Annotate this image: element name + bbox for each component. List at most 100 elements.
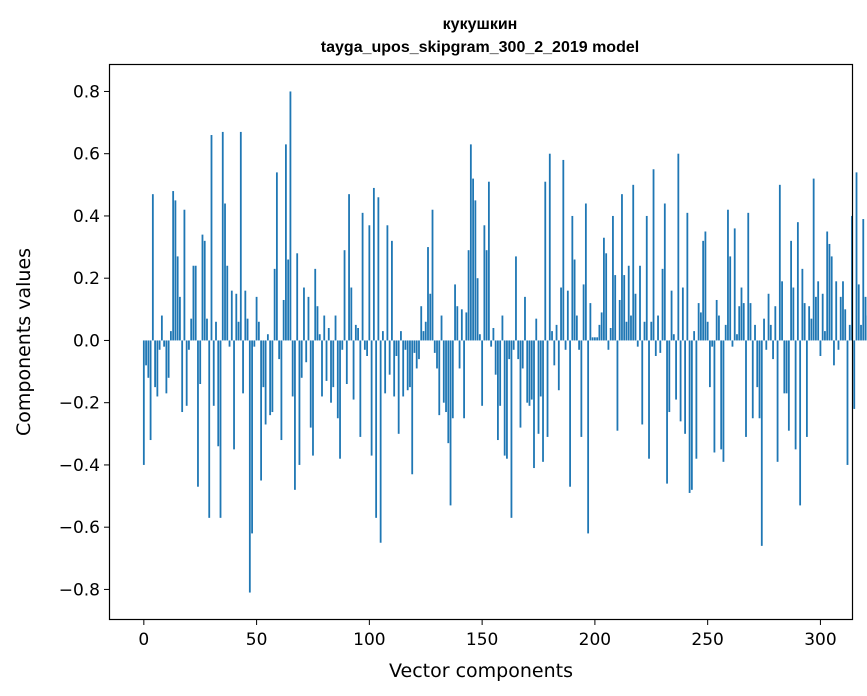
bar xyxy=(844,309,847,341)
bar xyxy=(506,340,508,459)
bar xyxy=(794,340,797,450)
bar xyxy=(677,153,680,341)
bar xyxy=(316,306,319,341)
bar xyxy=(512,340,515,350)
bar xyxy=(424,321,427,341)
bar xyxy=(519,340,522,428)
bar xyxy=(636,340,639,347)
bar xyxy=(787,340,790,431)
bar xyxy=(772,340,774,360)
bar xyxy=(217,340,220,447)
bar xyxy=(765,340,768,350)
bar xyxy=(614,275,617,341)
bar xyxy=(618,299,621,341)
bar xyxy=(681,287,684,341)
bar xyxy=(282,299,285,341)
bar xyxy=(158,340,161,350)
bar xyxy=(447,340,450,444)
bar xyxy=(305,340,308,363)
bar xyxy=(842,281,844,341)
bar xyxy=(183,209,186,341)
bar xyxy=(639,265,641,341)
bar xyxy=(289,91,292,341)
bar xyxy=(589,303,592,341)
bar xyxy=(544,181,547,341)
bar xyxy=(294,340,296,490)
bar xyxy=(799,340,802,506)
bar xyxy=(438,340,441,416)
bar xyxy=(151,194,154,341)
bar xyxy=(517,340,520,360)
bar xyxy=(612,215,614,341)
bar xyxy=(630,315,632,341)
bar xyxy=(246,318,249,341)
bar xyxy=(404,340,407,350)
bar xyxy=(627,265,630,341)
bar xyxy=(142,340,145,465)
bar xyxy=(334,315,337,341)
bar xyxy=(530,340,533,400)
bar xyxy=(379,340,382,543)
bar xyxy=(451,340,454,419)
bar xyxy=(729,256,732,341)
bar xyxy=(433,340,436,353)
x-axis-label: Vector components xyxy=(389,660,573,682)
bar xyxy=(801,268,804,341)
bar xyxy=(555,324,558,341)
bar xyxy=(395,340,398,356)
bar xyxy=(197,340,199,487)
bar xyxy=(406,340,409,391)
bar xyxy=(244,290,247,341)
bar xyxy=(553,340,556,366)
bar xyxy=(783,340,786,394)
bar xyxy=(548,153,551,341)
bar xyxy=(718,315,720,341)
bar xyxy=(781,281,783,341)
bar xyxy=(492,327,495,341)
bar xyxy=(163,340,166,347)
bar xyxy=(693,331,696,341)
bar xyxy=(476,278,479,341)
bar xyxy=(706,321,709,341)
bar xyxy=(670,290,673,341)
bar xyxy=(332,340,335,388)
bar xyxy=(756,340,759,388)
bar xyxy=(201,234,204,341)
bar xyxy=(366,340,368,356)
bar xyxy=(582,284,585,341)
bar xyxy=(499,340,502,406)
bar xyxy=(402,340,405,397)
bar xyxy=(815,296,817,341)
bar xyxy=(539,340,542,397)
bar xyxy=(837,340,840,350)
bar xyxy=(336,340,339,419)
bar xyxy=(481,340,484,406)
bar xyxy=(824,331,826,341)
bar xyxy=(661,268,664,341)
bar xyxy=(361,212,364,341)
bar xyxy=(652,169,655,341)
bar xyxy=(330,340,332,403)
bar xyxy=(751,340,754,419)
bar xyxy=(384,340,387,394)
bar xyxy=(846,340,849,465)
bar xyxy=(300,340,303,378)
bar xyxy=(528,340,531,406)
bar xyxy=(497,340,499,441)
bar xyxy=(257,321,260,341)
bar xyxy=(542,340,544,462)
bar xyxy=(860,324,862,341)
bar xyxy=(546,340,549,437)
bar xyxy=(280,340,283,441)
bar xyxy=(632,184,635,341)
bar xyxy=(713,340,716,453)
bar xyxy=(760,340,763,546)
bar xyxy=(269,340,272,416)
bar xyxy=(291,340,294,397)
x-tick-label: 0 xyxy=(138,630,149,650)
bars-group xyxy=(142,91,867,593)
x-tick-label: 300 xyxy=(804,630,836,650)
bar xyxy=(526,340,529,403)
bar xyxy=(501,315,504,341)
